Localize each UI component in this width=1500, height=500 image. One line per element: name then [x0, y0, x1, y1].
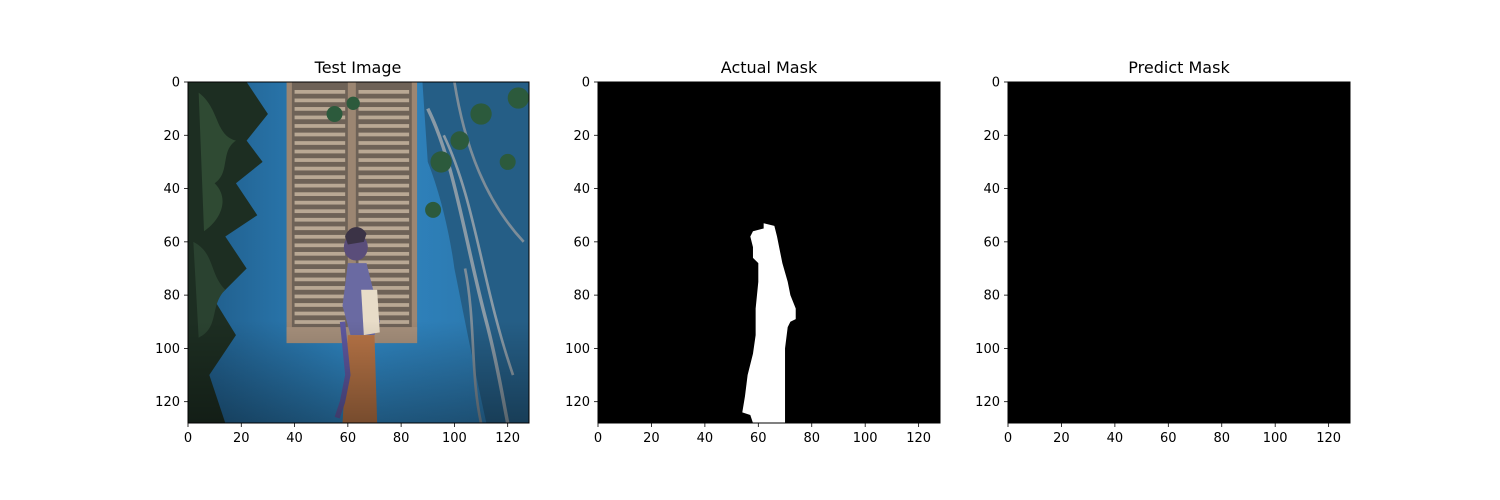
y-tick-label: 80	[573, 289, 590, 304]
panel-title: Actual Mask	[721, 58, 818, 77]
panel-title: Predict Mask	[1128, 58, 1230, 77]
x-tick-label: 100	[1263, 431, 1288, 446]
y-tick-label: 20	[983, 129, 1000, 144]
y-tick-label: 100	[565, 342, 590, 357]
x-tick-label: 0	[594, 431, 602, 446]
y-ticks: 0 20 40 60 80 100 120	[565, 76, 598, 410]
x-tick-label: 0	[184, 431, 192, 446]
y-tick-label: 120	[975, 395, 1000, 410]
x-tick-label: 60	[750, 431, 767, 446]
y-tick-label: 120	[155, 395, 180, 410]
y-tick-label: 80	[163, 289, 180, 304]
x-tick-label: 100	[442, 431, 467, 446]
x-tick-label: 0	[1004, 431, 1012, 446]
x-tick-label: 120	[495, 431, 520, 446]
y-tick-label: 20	[573, 129, 590, 144]
x-ticks: 0 20 40 60 80 100 120	[594, 423, 931, 446]
panel-predict-mask: Predict Mask 0 20 40 60 80 100 120 0 20 40 60 80 10…	[975, 58, 1351, 446]
x-tick-label: 60	[1160, 431, 1177, 446]
x-tick-label: 20	[1053, 431, 1070, 446]
x-tick-label: 40	[1107, 431, 1124, 446]
x-ticks: 0 20 40 60 80 100 120	[1004, 423, 1341, 446]
x-tick-label: 40	[286, 431, 303, 446]
test-image-photo	[188, 82, 529, 423]
y-tick-label: 80	[983, 289, 1000, 304]
y-tick-label: 60	[983, 235, 1000, 250]
panel-actual-mask: Actual Mask 0 20 40 60 80 100 120 0 20 40 60 80 100…	[565, 58, 941, 446]
y-tick-label: 100	[155, 342, 180, 357]
y-tick-label: 0	[582, 76, 590, 91]
x-tick-label: 20	[643, 431, 660, 446]
x-tick-label: 120	[906, 431, 931, 446]
x-tick-label: 80	[393, 431, 410, 446]
y-tick-label: 0	[992, 76, 1000, 91]
y-tick-label: 120	[565, 395, 590, 410]
x-tick-label: 120	[1316, 431, 1341, 446]
y-ticks: 0 20 40 60 80 100 120	[975, 76, 1008, 410]
y-tick-label: 40	[983, 182, 1000, 197]
y-tick-label: 20	[163, 129, 180, 144]
y-tick-label: 40	[163, 182, 180, 197]
panel-test-image: Test Image	[155, 58, 530, 446]
x-tick-label: 20	[233, 431, 250, 446]
actual-mask-image	[598, 82, 940, 423]
y-tick-label: 60	[573, 235, 590, 250]
mask-region	[742, 223, 796, 423]
y-tick-label: 100	[975, 342, 1000, 357]
y-tick-label: 0	[172, 76, 180, 91]
axes-frame	[1007, 81, 1351, 424]
x-tick-label: 60	[340, 431, 357, 446]
predict-mask-image	[1008, 82, 1350, 423]
y-tick-label: 40	[573, 182, 590, 197]
x-tick-label: 40	[697, 431, 714, 446]
x-tick-label: 80	[1213, 431, 1230, 446]
axes-frame	[597, 81, 941, 424]
x-tick-label: 100	[853, 431, 878, 446]
x-tick-label: 80	[803, 431, 820, 446]
y-ticks: 0 20 40 60 80 100 120	[155, 76, 188, 410]
axes-frame	[187, 81, 530, 424]
y-tick-label: 60	[163, 235, 180, 250]
panel-title: Test Image	[314, 58, 402, 77]
x-ticks: 0 20 40 60 80 100 120	[184, 423, 520, 446]
